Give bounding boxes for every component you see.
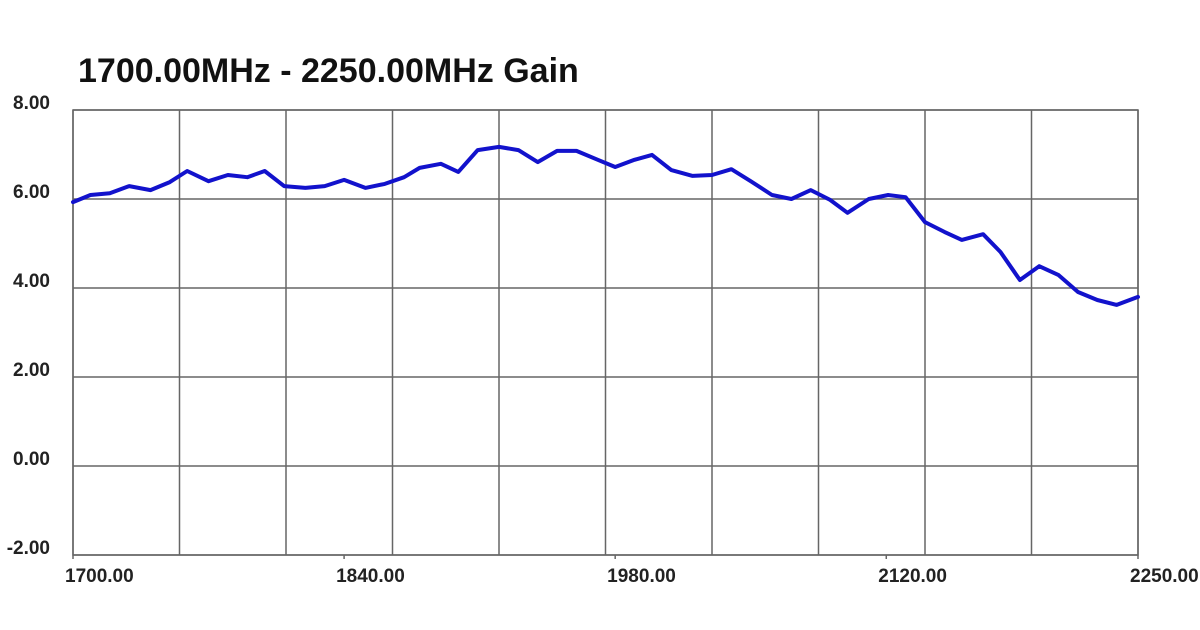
y-tick-label: 2.00 [13, 360, 50, 381]
y-tick-label: 6.00 [13, 182, 50, 203]
y-tick-label: 4.00 [13, 271, 50, 292]
x-tick-label: 1980.00 [607, 566, 676, 587]
y-tick-label: 8.00 [13, 93, 50, 114]
x-tick-label: 1840.00 [336, 566, 405, 587]
x-tick-label: 1700.00 [65, 566, 134, 587]
y-tick-label: 0.00 [13, 449, 50, 470]
y-tick-label: -2.00 [7, 538, 50, 559]
x-tick-label: 2250.00 [1130, 566, 1199, 587]
gain-line [71, 144, 1140, 307]
chart-title: 1700.00MHz - 2250.00MHz Gain [78, 52, 579, 90]
x-tick-label: 2120.00 [878, 566, 947, 587]
